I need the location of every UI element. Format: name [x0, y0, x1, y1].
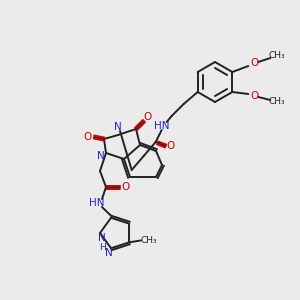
- Text: O: O: [122, 182, 130, 192]
- Text: O: O: [144, 112, 152, 122]
- Text: HN: HN: [154, 121, 170, 131]
- Text: N: N: [98, 233, 106, 243]
- Text: CH₃: CH₃: [268, 52, 285, 61]
- Text: O: O: [84, 132, 92, 142]
- Text: O: O: [250, 91, 258, 101]
- Text: O: O: [167, 141, 175, 151]
- Text: HN: HN: [89, 198, 105, 208]
- Text: CH₃: CH₃: [268, 98, 285, 106]
- Text: N: N: [97, 151, 105, 161]
- Text: N: N: [105, 248, 113, 258]
- Text: O: O: [250, 58, 258, 68]
- Text: CH₃: CH₃: [141, 236, 157, 245]
- Text: N: N: [114, 122, 122, 132]
- Text: H: H: [99, 242, 105, 251]
